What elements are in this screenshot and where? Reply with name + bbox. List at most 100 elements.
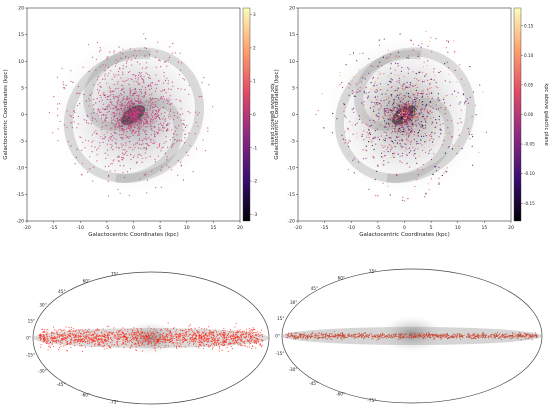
data-point bbox=[152, 103, 154, 105]
data-point bbox=[388, 100, 390, 102]
data-point bbox=[477, 333, 479, 335]
data-point bbox=[144, 104, 146, 106]
data-point bbox=[106, 343, 108, 345]
data-point bbox=[399, 129, 402, 131]
data-point bbox=[385, 109, 387, 112]
data-point bbox=[108, 334, 110, 336]
data-point bbox=[391, 86, 393, 88]
data-point bbox=[353, 158, 355, 160]
data-point bbox=[348, 94, 350, 96]
data-point bbox=[116, 108, 118, 110]
data-point bbox=[387, 108, 389, 110]
data-point bbox=[174, 52, 176, 54]
data-point bbox=[129, 129, 131, 131]
data-point bbox=[116, 119, 119, 121]
data-point bbox=[130, 105, 132, 107]
data-point bbox=[385, 126, 387, 129]
data-point bbox=[229, 329, 231, 331]
data-point bbox=[149, 97, 151, 99]
data-point bbox=[158, 108, 160, 110]
data-point bbox=[535, 336, 537, 338]
data-point bbox=[152, 115, 154, 117]
data-point bbox=[167, 59, 169, 61]
data-point bbox=[136, 107, 138, 109]
data-point bbox=[462, 337, 464, 339]
data-point bbox=[438, 119, 440, 121]
data-point bbox=[123, 112, 125, 114]
data-point bbox=[180, 329, 182, 331]
data-point bbox=[133, 126, 135, 128]
data-point bbox=[130, 337, 132, 339]
data-point bbox=[106, 339, 108, 341]
data-point bbox=[421, 71, 424, 73]
data-point bbox=[181, 340, 183, 342]
data-point bbox=[138, 106, 140, 108]
data-point bbox=[70, 145, 72, 147]
data-point bbox=[132, 130, 134, 132]
data-point bbox=[110, 147, 112, 149]
data-point bbox=[381, 89, 383, 91]
data-point bbox=[110, 337, 112, 339]
data-point bbox=[410, 130, 413, 132]
data-point bbox=[414, 77, 416, 79]
data-point bbox=[396, 107, 398, 109]
data-point bbox=[398, 130, 400, 132]
data-point bbox=[412, 43, 414, 45]
data-point bbox=[148, 337, 150, 339]
data-point bbox=[138, 110, 141, 112]
data-point bbox=[152, 142, 154, 144]
data-point bbox=[339, 75, 341, 77]
data-point bbox=[130, 97, 132, 99]
data-point bbox=[458, 145, 460, 147]
data-point bbox=[114, 119, 116, 121]
data-point bbox=[248, 340, 250, 342]
data-point bbox=[409, 82, 412, 84]
data-point bbox=[121, 84, 123, 86]
data-point bbox=[349, 140, 351, 142]
data-point bbox=[120, 109, 122, 111]
data-point bbox=[91, 337, 93, 339]
data-point bbox=[92, 331, 94, 333]
data-point bbox=[154, 90, 157, 92]
data-point bbox=[107, 339, 109, 341]
data-point bbox=[102, 341, 104, 343]
data-point bbox=[143, 138, 145, 140]
data-point bbox=[132, 74, 134, 76]
data-point bbox=[58, 329, 60, 331]
data-point bbox=[116, 96, 118, 98]
data-point bbox=[87, 334, 89, 336]
data-point bbox=[431, 92, 433, 94]
data-point bbox=[146, 179, 148, 181]
data-point bbox=[387, 118, 389, 120]
data-point bbox=[412, 146, 414, 149]
data-point bbox=[119, 117, 121, 119]
data-point bbox=[406, 336, 408, 338]
data-point bbox=[116, 104, 118, 106]
data-point bbox=[400, 97, 403, 99]
galaxy-background bbox=[315, 30, 487, 202]
data-point bbox=[240, 333, 242, 335]
data-point bbox=[234, 342, 236, 345]
data-point bbox=[394, 69, 396, 71]
y-tick-label: -15 bbox=[287, 192, 295, 198]
data-point bbox=[137, 154, 139, 156]
data-point bbox=[326, 338, 329, 340]
data-point bbox=[179, 345, 181, 347]
data-point bbox=[204, 328, 206, 330]
data-point bbox=[212, 337, 214, 339]
data-point bbox=[77, 123, 79, 125]
data-point bbox=[376, 77, 378, 79]
data-point bbox=[353, 95, 355, 97]
y-tick-label: 5 bbox=[21, 85, 24, 91]
data-point bbox=[196, 339, 198, 341]
data-point bbox=[100, 94, 102, 96]
data-point bbox=[153, 334, 155, 336]
data-point bbox=[417, 53, 419, 55]
data-point bbox=[100, 86, 102, 88]
data-point bbox=[97, 341, 99, 343]
data-point bbox=[415, 116, 417, 118]
data-point bbox=[315, 337, 317, 339]
data-point bbox=[134, 343, 136, 345]
data-point bbox=[409, 84, 411, 86]
data-point bbox=[131, 111, 133, 113]
